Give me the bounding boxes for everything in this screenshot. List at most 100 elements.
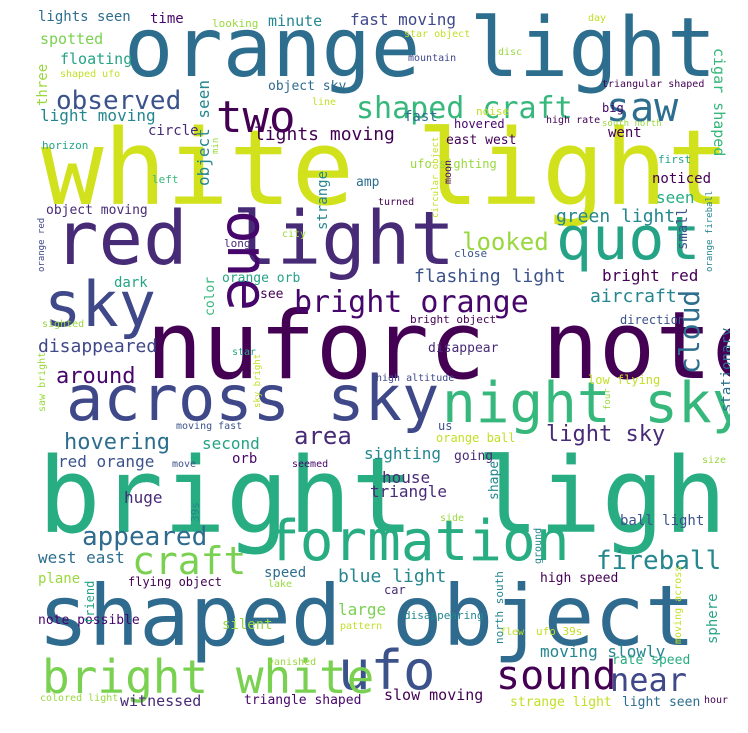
- word-two: two: [216, 92, 296, 143]
- word-high-rate: high rate: [546, 115, 601, 126]
- word-rate-speed: rate speed: [612, 653, 691, 668]
- word-circular-object: circular object: [431, 136, 441, 218]
- word-orange-fireball: orange fireball: [705, 190, 715, 272]
- word-min: min: [211, 137, 221, 154]
- word-moon: moon: [443, 159, 454, 184]
- word-star-object: star object: [404, 29, 471, 40]
- word-east-west: east west: [446, 133, 517, 148]
- word-seen: seen: [656, 188, 695, 207]
- word-second: second: [202, 434, 260, 453]
- word-nuforc-note: nuforc note: [146, 292, 730, 401]
- word-direction: direction: [620, 313, 686, 327]
- word-disappearing: disappearing: [404, 609, 484, 622]
- word-bright-white: bright white: [42, 650, 375, 704]
- word-turned: turned: [378, 197, 415, 208]
- word-light-moving: light moving: [40, 106, 156, 125]
- word-object-sky: object sky: [268, 79, 347, 94]
- word-ball-light: ball light: [620, 513, 705, 529]
- word-disappeared: disappeared: [38, 336, 158, 357]
- word-orb: orb: [232, 451, 258, 467]
- word-us: us: [438, 419, 453, 433]
- word-going: going: [454, 449, 494, 464]
- word-saw: saw: [606, 85, 679, 131]
- word-minute: minute: [268, 12, 323, 30]
- word-three: three: [36, 63, 51, 106]
- word-plane: plane: [38, 571, 81, 587]
- word-high-speed: high speed: [540, 571, 619, 586]
- word-bright-red: bright red: [602, 266, 699, 285]
- word-flying-object: flying object: [128, 575, 222, 589]
- word-cloud: cloud: [673, 289, 706, 374]
- word-moving-fast: moving fast: [176, 421, 243, 432]
- word-sighted: sighted: [42, 319, 85, 330]
- word-close: close: [454, 247, 488, 260]
- word-appeared: appeared: [82, 522, 208, 552]
- word-sound: sound: [496, 653, 617, 699]
- word-blue-light: blue light: [338, 566, 447, 587]
- word-moving-slowly: moving slowly: [540, 642, 666, 661]
- word-dark: dark: [114, 275, 148, 291]
- word-circle: circle: [148, 123, 199, 139]
- word-craft: craft: [132, 539, 247, 583]
- word-car: car: [384, 583, 406, 597]
- word-area: area: [294, 422, 352, 450]
- word-big: big: [602, 101, 624, 115]
- word-lake: lake: [268, 579, 293, 590]
- word-bright-light: bright light: [38, 435, 730, 557]
- word-shape: shape: [487, 460, 502, 500]
- word-high-altitude: high altitude: [376, 373, 455, 384]
- word-cloud: orange light white light red light quot …: [36, 4, 730, 710]
- word-quot: quot: [556, 204, 701, 274]
- word-formation: formation: [266, 509, 570, 574]
- word-fast: fast: [404, 109, 438, 125]
- word-observed: observed: [56, 86, 182, 116]
- word-bright-object: bright object: [410, 313, 497, 326]
- word-stationary: stationary: [719, 327, 730, 412]
- word-hour: hour: [704, 695, 729, 706]
- word-fast-moving: fast moving: [350, 10, 456, 29]
- word-red-orange: red orange: [58, 452, 155, 471]
- word-ground: ground: [533, 527, 544, 564]
- word-triangular-shaped: triangular shaped: [602, 79, 705, 90]
- word-noise: noise: [476, 105, 510, 118]
- word-shaped-ufo: shaped ufo: [60, 69, 121, 80]
- word-time: time: [150, 11, 184, 27]
- word-west-east: west east: [38, 548, 125, 567]
- word-see: see: [260, 287, 284, 302]
- word-aircraft: aircraft: [590, 286, 677, 307]
- word-ufo: ufo: [338, 639, 436, 702]
- word-small: small: [675, 207, 691, 250]
- word-hovering: hovering: [64, 430, 170, 455]
- word-huge: huge: [124, 488, 163, 507]
- word-side: side: [440, 513, 465, 524]
- word-moving-across: moving across: [673, 565, 684, 644]
- word-night-sky: night sky: [442, 371, 730, 436]
- word-sky-bright: sky bright: [253, 353, 263, 408]
- word-went: went: [608, 125, 642, 141]
- word-around: around: [56, 364, 136, 389]
- word-strange: strange: [315, 170, 331, 230]
- word-looking: looking: [212, 17, 259, 30]
- word-pattern: pattern: [340, 621, 383, 632]
- word-light-sky: light sky: [546, 422, 666, 447]
- word-low-flying: low flying: [588, 373, 661, 387]
- word-lights-moving: lights moving: [254, 124, 395, 145]
- word-bright-orange: bright orange: [294, 285, 529, 320]
- word-spotted: spotted: [40, 30, 104, 48]
- word-line: line: [312, 97, 337, 108]
- word-white-light: white light: [41, 107, 730, 229]
- word-color: color: [203, 276, 218, 316]
- word-green-light: green light: [556, 206, 676, 227]
- word-vanished: vanished: [268, 657, 317, 668]
- word-south-north: south north: [602, 119, 662, 129]
- word-triangle-shaped: triangle shaped: [244, 693, 362, 708]
- word-move: move: [172, 459, 197, 470]
- word-long: long: [224, 237, 251, 250]
- word-39s: 39s: [189, 502, 202, 522]
- word-colored-light: colored light: [40, 693, 119, 704]
- word-noticed: noticed: [652, 171, 712, 187]
- word-strange-light: strange light: [510, 695, 612, 710]
- word-shaped-craft: shaped craft: [356, 91, 573, 126]
- word-orange-light: orange light: [124, 4, 717, 96]
- word-note-possible: note possible: [38, 613, 140, 628]
